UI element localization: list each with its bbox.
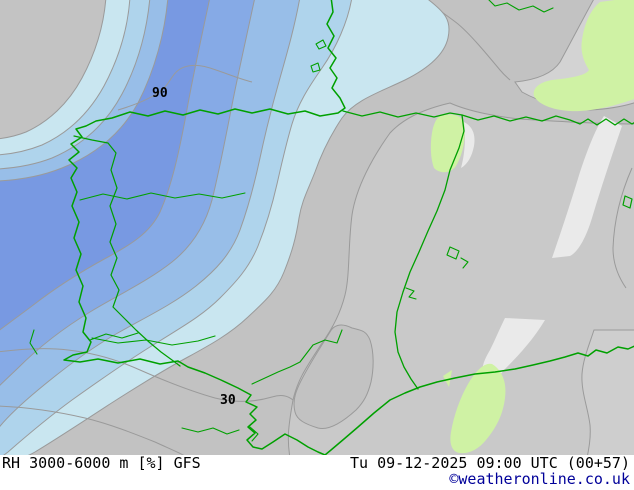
river-lisbon bbox=[89, 332, 139, 341]
river-cadiz-wiggles bbox=[181, 426, 259, 442]
nw-gray-blob bbox=[0, 0, 107, 140]
river-guadalquivir bbox=[251, 329, 343, 385]
rh-map-svg: 90 30 bbox=[0, 0, 634, 455]
rh-region-se-corner bbox=[581, 329, 634, 455]
map-area: 90 30 bbox=[0, 0, 634, 455]
valid-time-label: Tu 09-12-2025 09:00 UTC (00+57) bbox=[350, 454, 630, 472]
caption-right: Tu 09-12-2025 09:00 UTC (00+57) ©weather… bbox=[350, 454, 630, 488]
green-patch-sliver bbox=[443, 370, 452, 387]
river-loops-center bbox=[405, 246, 469, 300]
white-sliver-mid bbox=[461, 122, 475, 168]
east-coast-line bbox=[394, 114, 465, 390]
contour-label-30: 30 bbox=[220, 393, 236, 408]
green-patch-mid bbox=[430, 114, 465, 173]
rh-tongue-south bbox=[293, 324, 374, 429]
river-garonne bbox=[488, 0, 554, 13]
caption-bar: RH 3000-6000 m [%] GFS Tu 09-12-2025 09:… bbox=[0, 455, 634, 490]
green-patch-bottom bbox=[450, 363, 506, 454]
green-patch-topright bbox=[533, 0, 634, 112]
parameter-label: RH 3000-6000 m [%] GFS bbox=[2, 454, 201, 472]
geo-lines bbox=[29, 0, 634, 455]
coast-loops-france bbox=[310, 39, 327, 73]
river-tagus bbox=[91, 335, 216, 346]
river-douro bbox=[79, 192, 246, 201]
rh-white-band-ne bbox=[552, 116, 622, 258]
contour-value-labels: 90 30 bbox=[152, 86, 236, 408]
rh-white-band-se bbox=[482, 318, 545, 380]
contour-30 bbox=[0, 348, 294, 402]
river-north-small bbox=[29, 329, 38, 355]
coastline bbox=[63, 0, 634, 455]
rh-region-east bbox=[287, 102, 634, 455]
contour-right-edge bbox=[612, 167, 633, 289]
pale-green-patches bbox=[430, 0, 634, 454]
copyright-label: ©weatheronline.co.uk bbox=[449, 470, 630, 488]
contour-label-90: 90 bbox=[152, 86, 168, 101]
contour-lines bbox=[0, 64, 294, 455]
contour-90 bbox=[117, 64, 253, 111]
island-ibiza bbox=[622, 195, 633, 209]
pyrenees-border bbox=[342, 110, 634, 126]
gray-shading-regions bbox=[287, 0, 634, 455]
portugal-border bbox=[73, 135, 181, 367]
contour-southwest bbox=[0, 405, 185, 455]
